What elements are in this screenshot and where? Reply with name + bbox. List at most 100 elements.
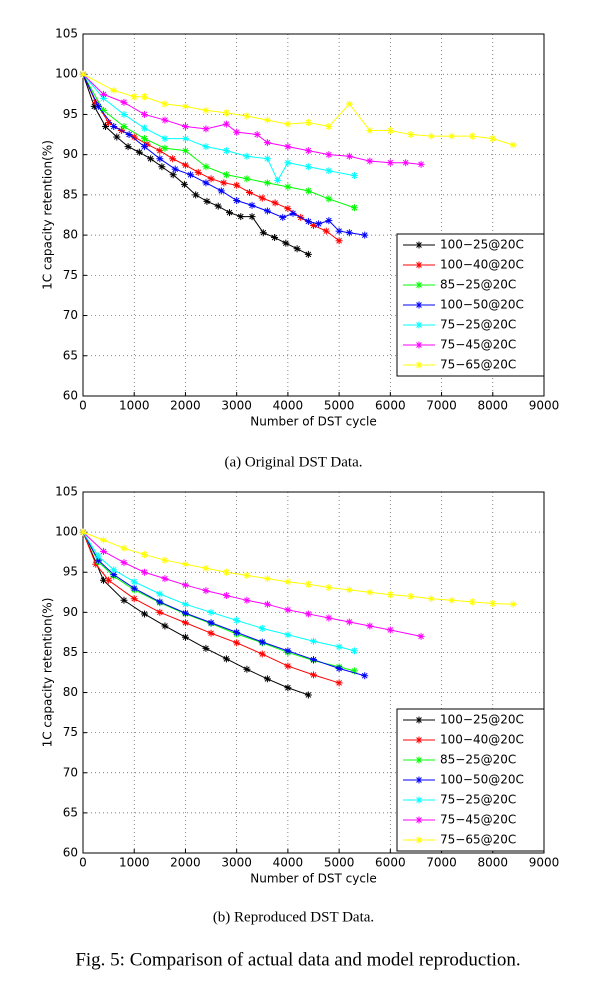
data-marker	[325, 217, 333, 225]
data-marker	[350, 667, 358, 675]
data-marker	[192, 191, 200, 199]
data-marker	[386, 626, 394, 634]
data-marker	[156, 590, 164, 598]
data-marker	[140, 610, 148, 618]
data-marker	[284, 183, 292, 191]
data-marker	[304, 691, 312, 699]
legend-marker	[415, 261, 423, 269]
data-marker	[194, 168, 202, 176]
x-tick-label: 7000	[426, 399, 457, 413]
data-marker	[448, 132, 456, 140]
data-marker	[263, 675, 271, 683]
data-marker	[325, 167, 333, 175]
figure-caption: Fig. 5: Comparison of actual data and mo…	[75, 949, 520, 970]
x-tick-label: 5000	[324, 856, 355, 870]
data-marker	[110, 566, 118, 574]
data-marker	[207, 629, 215, 637]
x-tick-label: 9000	[529, 399, 560, 413]
data-marker	[284, 606, 292, 614]
data-marker	[245, 188, 253, 196]
y-tick-label: 85	[63, 645, 78, 659]
data-marker	[293, 245, 301, 253]
y-tick-label: 60	[63, 846, 78, 860]
data-marker	[202, 644, 210, 652]
legend-label: 100−50@20C	[440, 298, 524, 312]
data-marker	[222, 591, 230, 599]
data-marker	[202, 587, 210, 595]
data-marker	[304, 163, 312, 171]
data-marker	[140, 143, 148, 151]
x-tick-label: 2000	[170, 399, 201, 413]
legend-marker	[415, 796, 423, 804]
data-marker	[102, 123, 110, 131]
y-axis-label: 1C capacity retention(%)	[41, 140, 55, 290]
y-tick-label: 90	[63, 147, 78, 161]
data-marker	[407, 131, 415, 139]
data-marker	[263, 116, 271, 124]
data-marker	[161, 116, 169, 124]
data-marker	[284, 143, 292, 151]
series-line	[82, 531, 514, 605]
data-marker	[271, 199, 279, 207]
x-tick-label: 7000	[426, 856, 457, 870]
x-tick-label: 6000	[375, 399, 406, 413]
data-marker	[161, 144, 169, 152]
data-marker	[243, 175, 251, 183]
data-marker	[427, 132, 435, 140]
data-marker	[448, 596, 456, 604]
y-tick-label: 70	[63, 308, 78, 322]
data-marker	[233, 628, 241, 636]
data-marker	[94, 102, 102, 110]
y-tick-label: 80	[63, 228, 78, 242]
data-marker	[350, 647, 358, 655]
legend-label: 75−25@20C	[440, 793, 516, 807]
data-marker	[181, 609, 189, 617]
data-marker	[130, 578, 138, 586]
data-marker	[284, 578, 292, 586]
data-marker	[263, 575, 271, 583]
data-marker	[233, 197, 241, 205]
x-tick-label: 4000	[273, 856, 304, 870]
legend-marker	[415, 241, 423, 249]
data-marker	[99, 94, 107, 102]
data-marker	[366, 588, 374, 596]
data-marker	[135, 148, 143, 156]
data-marker	[181, 135, 189, 143]
data-marker	[202, 143, 210, 151]
data-marker	[120, 110, 128, 118]
data-marker	[284, 662, 292, 670]
data-marker	[361, 231, 369, 239]
x-tick-label: 8000	[478, 399, 509, 413]
series-line	[82, 73, 514, 146]
data-marker	[113, 133, 121, 141]
data-marker	[161, 100, 169, 108]
data-marker	[366, 127, 374, 135]
data-marker	[181, 102, 189, 110]
data-marker	[304, 187, 312, 195]
data-marker	[386, 591, 394, 599]
data-marker	[79, 70, 87, 78]
data-marker	[202, 564, 210, 572]
data-marker	[289, 209, 297, 217]
data-marker	[237, 213, 245, 221]
data-marker	[140, 568, 148, 576]
data-marker	[361, 672, 369, 680]
data-marker	[304, 118, 312, 126]
data-marker	[181, 147, 189, 155]
data-marker	[181, 581, 189, 589]
data-marker	[110, 571, 118, 579]
data-marker	[310, 221, 317, 229]
data-marker	[282, 239, 290, 247]
data-marker	[509, 141, 517, 149]
data-marker	[284, 684, 292, 692]
series-line	[82, 73, 355, 209]
data-marker	[509, 600, 517, 608]
data-marker	[140, 110, 148, 118]
data-marker	[233, 639, 241, 647]
data-marker	[158, 163, 166, 171]
data-marker	[263, 155, 271, 163]
legend-label: 100−50@20C	[440, 773, 524, 787]
data-marker	[284, 205, 292, 213]
data-marker	[233, 181, 241, 189]
